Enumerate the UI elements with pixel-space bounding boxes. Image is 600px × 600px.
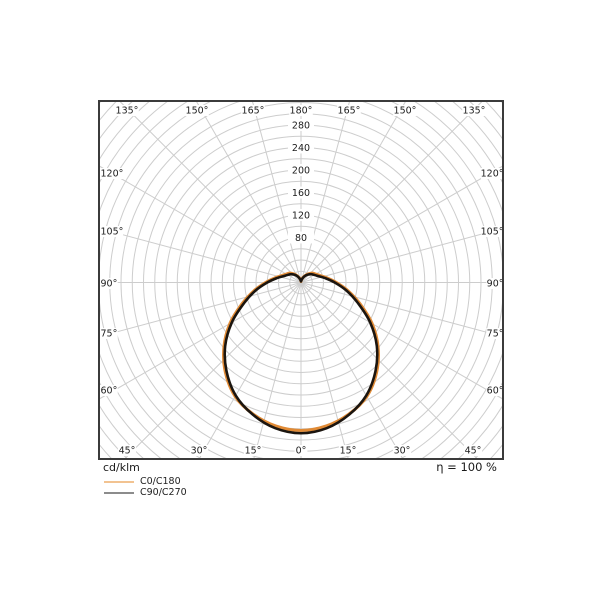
grid-spoke — [300, 101, 407, 283]
angle-label: 15° — [340, 446, 357, 457]
c90-c270-line-swatch — [104, 491, 134, 494]
legend-item-c90-c270: C90/C270 — [104, 487, 187, 498]
c0-c180-line-swatch — [104, 480, 134, 483]
grid-spoke — [300, 282, 479, 459]
legend-label-c0-c180: C0/C180 — [140, 476, 181, 487]
radial-unit-label: cd/klm — [103, 461, 140, 474]
angle-label: 15° — [245, 446, 262, 457]
angle-label: 150° — [394, 106, 417, 117]
grid-spoke — [253, 282, 302, 459]
legend: C0/C180 C90/C270 — [104, 476, 187, 498]
c90-c270-curve — [223, 272, 379, 435]
angle-label: 120° — [101, 169, 124, 180]
grid-spoke — [123, 282, 302, 459]
angle-label: 120° — [481, 169, 504, 180]
grid-spoke — [99, 227, 302, 283]
efficiency-label: η = 100 % — [436, 460, 497, 474]
angle-labels: 135° 150° 165° 180° 165° 150° 135° 45° 30° 15° 0° 1… — [99, 105, 505, 457]
radial-tick-label: 160 — [292, 188, 310, 199]
radial-tick-label: 240 — [292, 143, 310, 154]
angle-label: 30° — [191, 446, 208, 457]
angle-label: 75° — [101, 329, 118, 340]
angle-label: 45° — [465, 446, 482, 457]
grid-spoke — [300, 165, 503, 283]
grid-spoke — [99, 165, 302, 283]
radial-tick-label: 120 — [292, 211, 310, 222]
grid-spoke — [99, 282, 302, 400]
angle-label: 135° — [463, 106, 486, 117]
angle-label: 30° — [394, 446, 411, 457]
angle-label: 0° — [296, 446, 307, 457]
grid-spoke — [300, 227, 503, 283]
plot-frame — [98, 100, 504, 460]
grid-spoke — [300, 282, 503, 400]
radial-tick-label: 280 — [292, 121, 310, 132]
angle-label: 60° — [487, 386, 504, 397]
grid-spoke — [300, 282, 349, 459]
grid-spoke — [198, 282, 302, 459]
angle-label: 60° — [101, 386, 118, 397]
angle-label: 45° — [119, 446, 136, 457]
intensity-curves — [222, 271, 380, 435]
grid-spoke — [300, 282, 503, 338]
grid-spoke — [300, 282, 404, 459]
angle-label: 165° — [242, 106, 265, 117]
angle-label: 90° — [487, 279, 504, 290]
angle-label: 150° — [186, 106, 209, 117]
grid-spoke — [99, 282, 302, 338]
radial-tick-labels: 80 120 160 200 240 280 — [288, 119, 314, 244]
angle-label: 75° — [487, 329, 504, 340]
angle-label: 105° — [101, 227, 124, 238]
angle-label: 90° — [101, 279, 118, 290]
legend-label-c90-c270: C90/C270 — [140, 487, 187, 498]
angle-label: 165° — [338, 106, 361, 117]
legend-item-c0-c180: C0/C180 — [104, 476, 187, 487]
angle-label: 180° — [290, 106, 313, 117]
radial-tick-label: 200 — [292, 166, 310, 177]
radial-tick-label: 80 — [295, 233, 307, 244]
polar-grid — [99, 101, 503, 459]
angle-label: 105° — [481, 227, 504, 238]
angle-label: 135° — [116, 106, 139, 117]
grid-spoke — [195, 101, 302, 283]
